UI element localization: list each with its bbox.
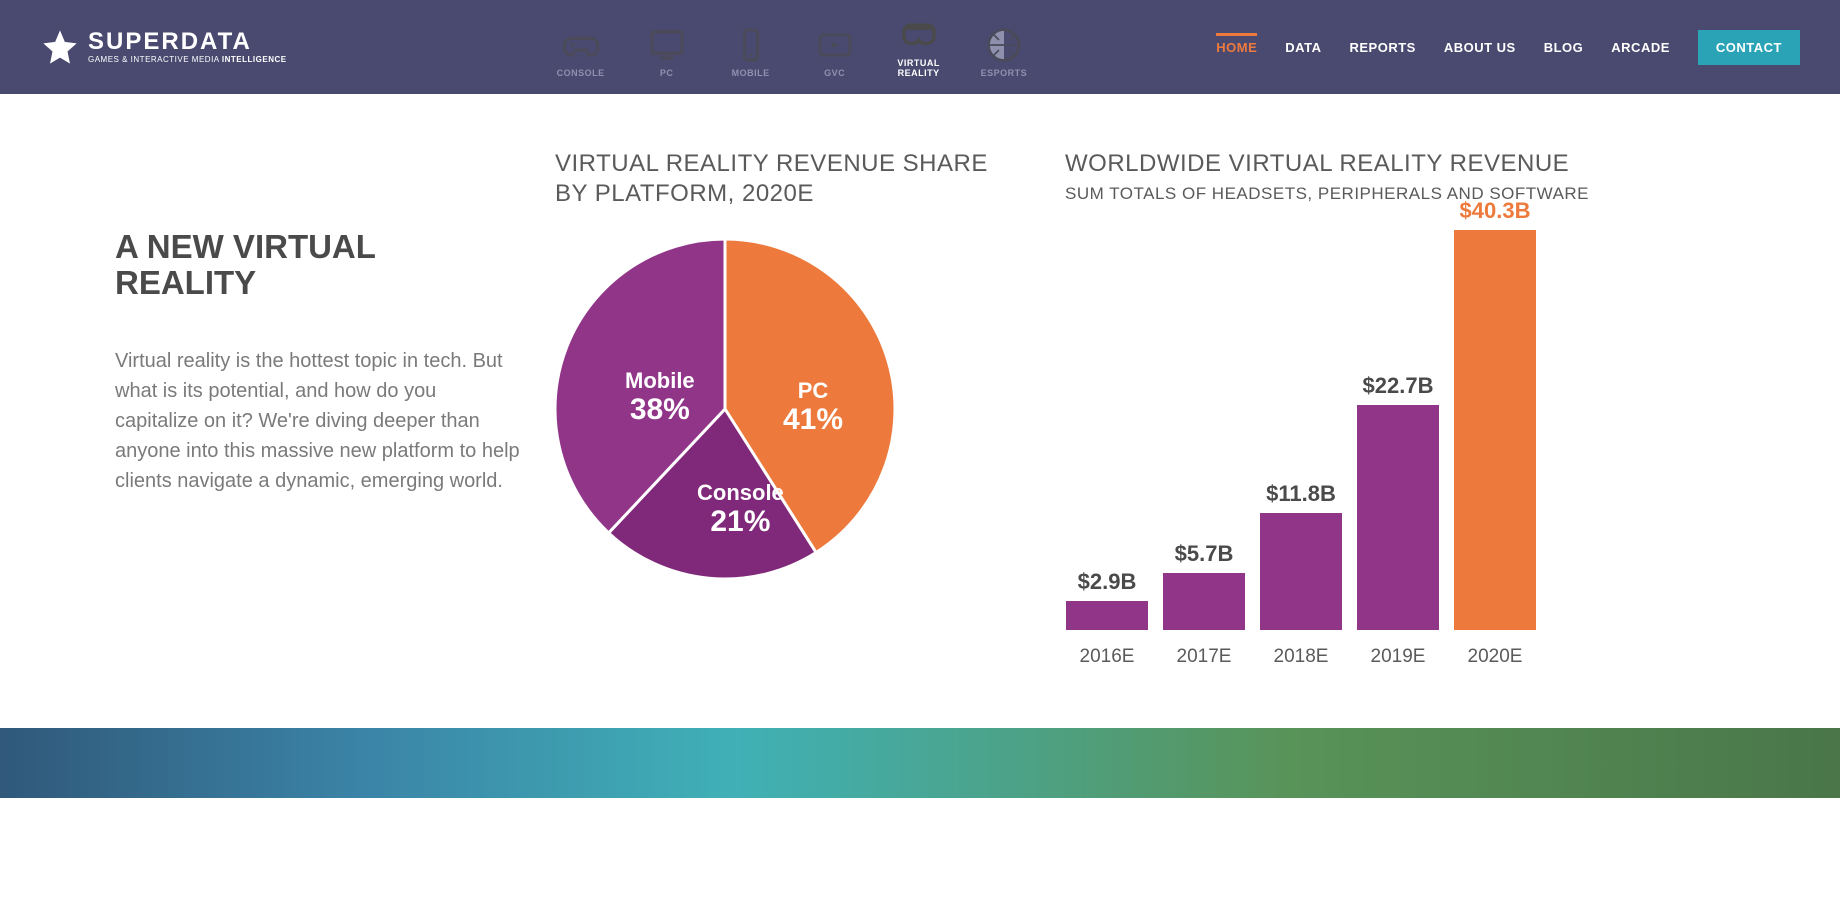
pie-chart: PC41% Console21%Mobile38% — [555, 239, 895, 579]
topic-label: CONSOLE — [557, 69, 605, 79]
topic-label: MOBILE — [732, 69, 770, 79]
intro-title: A NEW VIRTUAL REALITY — [115, 229, 525, 302]
bar-rect — [1066, 601, 1148, 630]
topic-label: ESPORTS — [981, 69, 1028, 79]
bar-2020e: $40.3B 2020E — [1453, 198, 1537, 668]
bar-value-label: $40.3B — [1460, 198, 1531, 224]
intro-section: A NEW VIRTUAL REALITY Virtual reality is… — [115, 149, 525, 496]
pie-label-pc: PC41% — [783, 379, 843, 436]
console-icon — [559, 25, 603, 65]
pie-chart-section: VIRTUAL REALITY REVENUE SHARE BY PLATFOR… — [555, 149, 995, 579]
bar-2017e: $5.7B 2017E — [1162, 541, 1246, 668]
topic-label: GVC — [824, 69, 845, 79]
pie-label-mobile: Mobile38% — [625, 369, 695, 426]
bar-rect — [1260, 513, 1342, 630]
bar-value-label: $5.7B — [1175, 541, 1234, 567]
bar-value-label: $11.8B — [1266, 481, 1336, 507]
bar-category-label: 2017E — [1177, 646, 1232, 668]
bar-rect — [1357, 405, 1439, 630]
pie-label-console: Console21% — [697, 481, 784, 538]
esports-icon — [982, 25, 1026, 65]
topic-tab-mobile[interactable]: MOBILE — [729, 25, 773, 79]
topic-tabs: CONSOLE PC MOBILE GVC VIRTUALREALITY ESPORTS — [557, 15, 1028, 79]
bar-2018e: $11.8B 2018E — [1259, 481, 1343, 668]
main-content: A NEW VIRTUAL REALITY Virtual reality is… — [0, 94, 1840, 728]
pie-chart-title: VIRTUAL REALITY REVENUE SHARE BY PLATFOR… — [555, 149, 995, 209]
brand-tagline: GAMES & INTERACTIVE MEDIA INTELLIGENCE — [88, 56, 287, 64]
bar-rect — [1163, 573, 1245, 630]
site-header: SUPERDATA GAMES & INTERACTIVE MEDIA INTE… — [0, 0, 1840, 94]
nav-link-blog[interactable]: BLOG — [1544, 36, 1584, 59]
mobile-icon — [729, 25, 773, 65]
bar-2019e: $22.7B 2019E — [1356, 373, 1440, 668]
topic-tab-vr[interactable]: VIRTUALREALITY — [897, 15, 941, 79]
bar-category-label: 2016E — [1080, 646, 1135, 668]
topic-label: VIRTUALREALITY — [897, 59, 940, 79]
bar-rect — [1454, 230, 1536, 630]
nav-link-data[interactable]: DATA — [1285, 36, 1321, 59]
bar-chart-title: WORLDWIDE VIRTUAL REALITY REVENUE — [1065, 149, 1605, 179]
nav-link-reports[interactable]: REPORTS — [1349, 36, 1415, 59]
bar-chart-section: WORLDWIDE VIRTUAL REALITY REVENUE SUM TO… — [1065, 149, 1605, 668]
topic-label: PC — [660, 69, 674, 79]
nav-link-arcade[interactable]: ARCADE — [1611, 36, 1670, 59]
brand-text: SUPERDATA GAMES & INTERACTIVE MEDIA INTE… — [88, 30, 287, 64]
bar-2016e: $2.9B 2016E — [1065, 569, 1149, 668]
bar-category-label: 2019E — [1371, 646, 1426, 668]
bar-value-label: $22.7B — [1363, 373, 1434, 399]
gvc-icon — [813, 25, 857, 65]
topic-tab-pc[interactable]: PC — [645, 25, 689, 79]
topic-tab-console[interactable]: CONSOLE — [557, 25, 605, 79]
primary-nav: HOME DATA REPORTS ABOUT US BLOG ARCADE CONTACT — [1216, 30, 1800, 65]
nav-link-about-us[interactable]: ABOUT US — [1444, 36, 1516, 59]
contact-button[interactable]: CONTACT — [1698, 30, 1800, 65]
bar-value-label: $2.9B — [1078, 569, 1137, 595]
bar-category-label: 2018E — [1274, 646, 1329, 668]
nav-link-home[interactable]: HOME — [1216, 33, 1257, 59]
bar-category-label: 2020E — [1468, 646, 1523, 668]
intro-body: Virtual reality is the hottest topic in … — [115, 346, 525, 496]
star-icon — [40, 27, 80, 67]
bar-chart: $2.9B 2016E $5.7B 2017E $11.8B 2018E $22.7B 201… — [1065, 238, 1605, 668]
brand-logo[interactable]: SUPERDATA GAMES & INTERACTIVE MEDIA INTE… — [40, 27, 287, 67]
topic-tab-gvc[interactable]: GVC — [813, 25, 857, 79]
pc-icon — [645, 25, 689, 65]
topic-tab-esports[interactable]: ESPORTS — [981, 25, 1028, 79]
vr-icon — [897, 15, 941, 55]
footer-gradient-stripe — [0, 728, 1840, 798]
brand-name: SUPERDATA — [88, 30, 287, 54]
